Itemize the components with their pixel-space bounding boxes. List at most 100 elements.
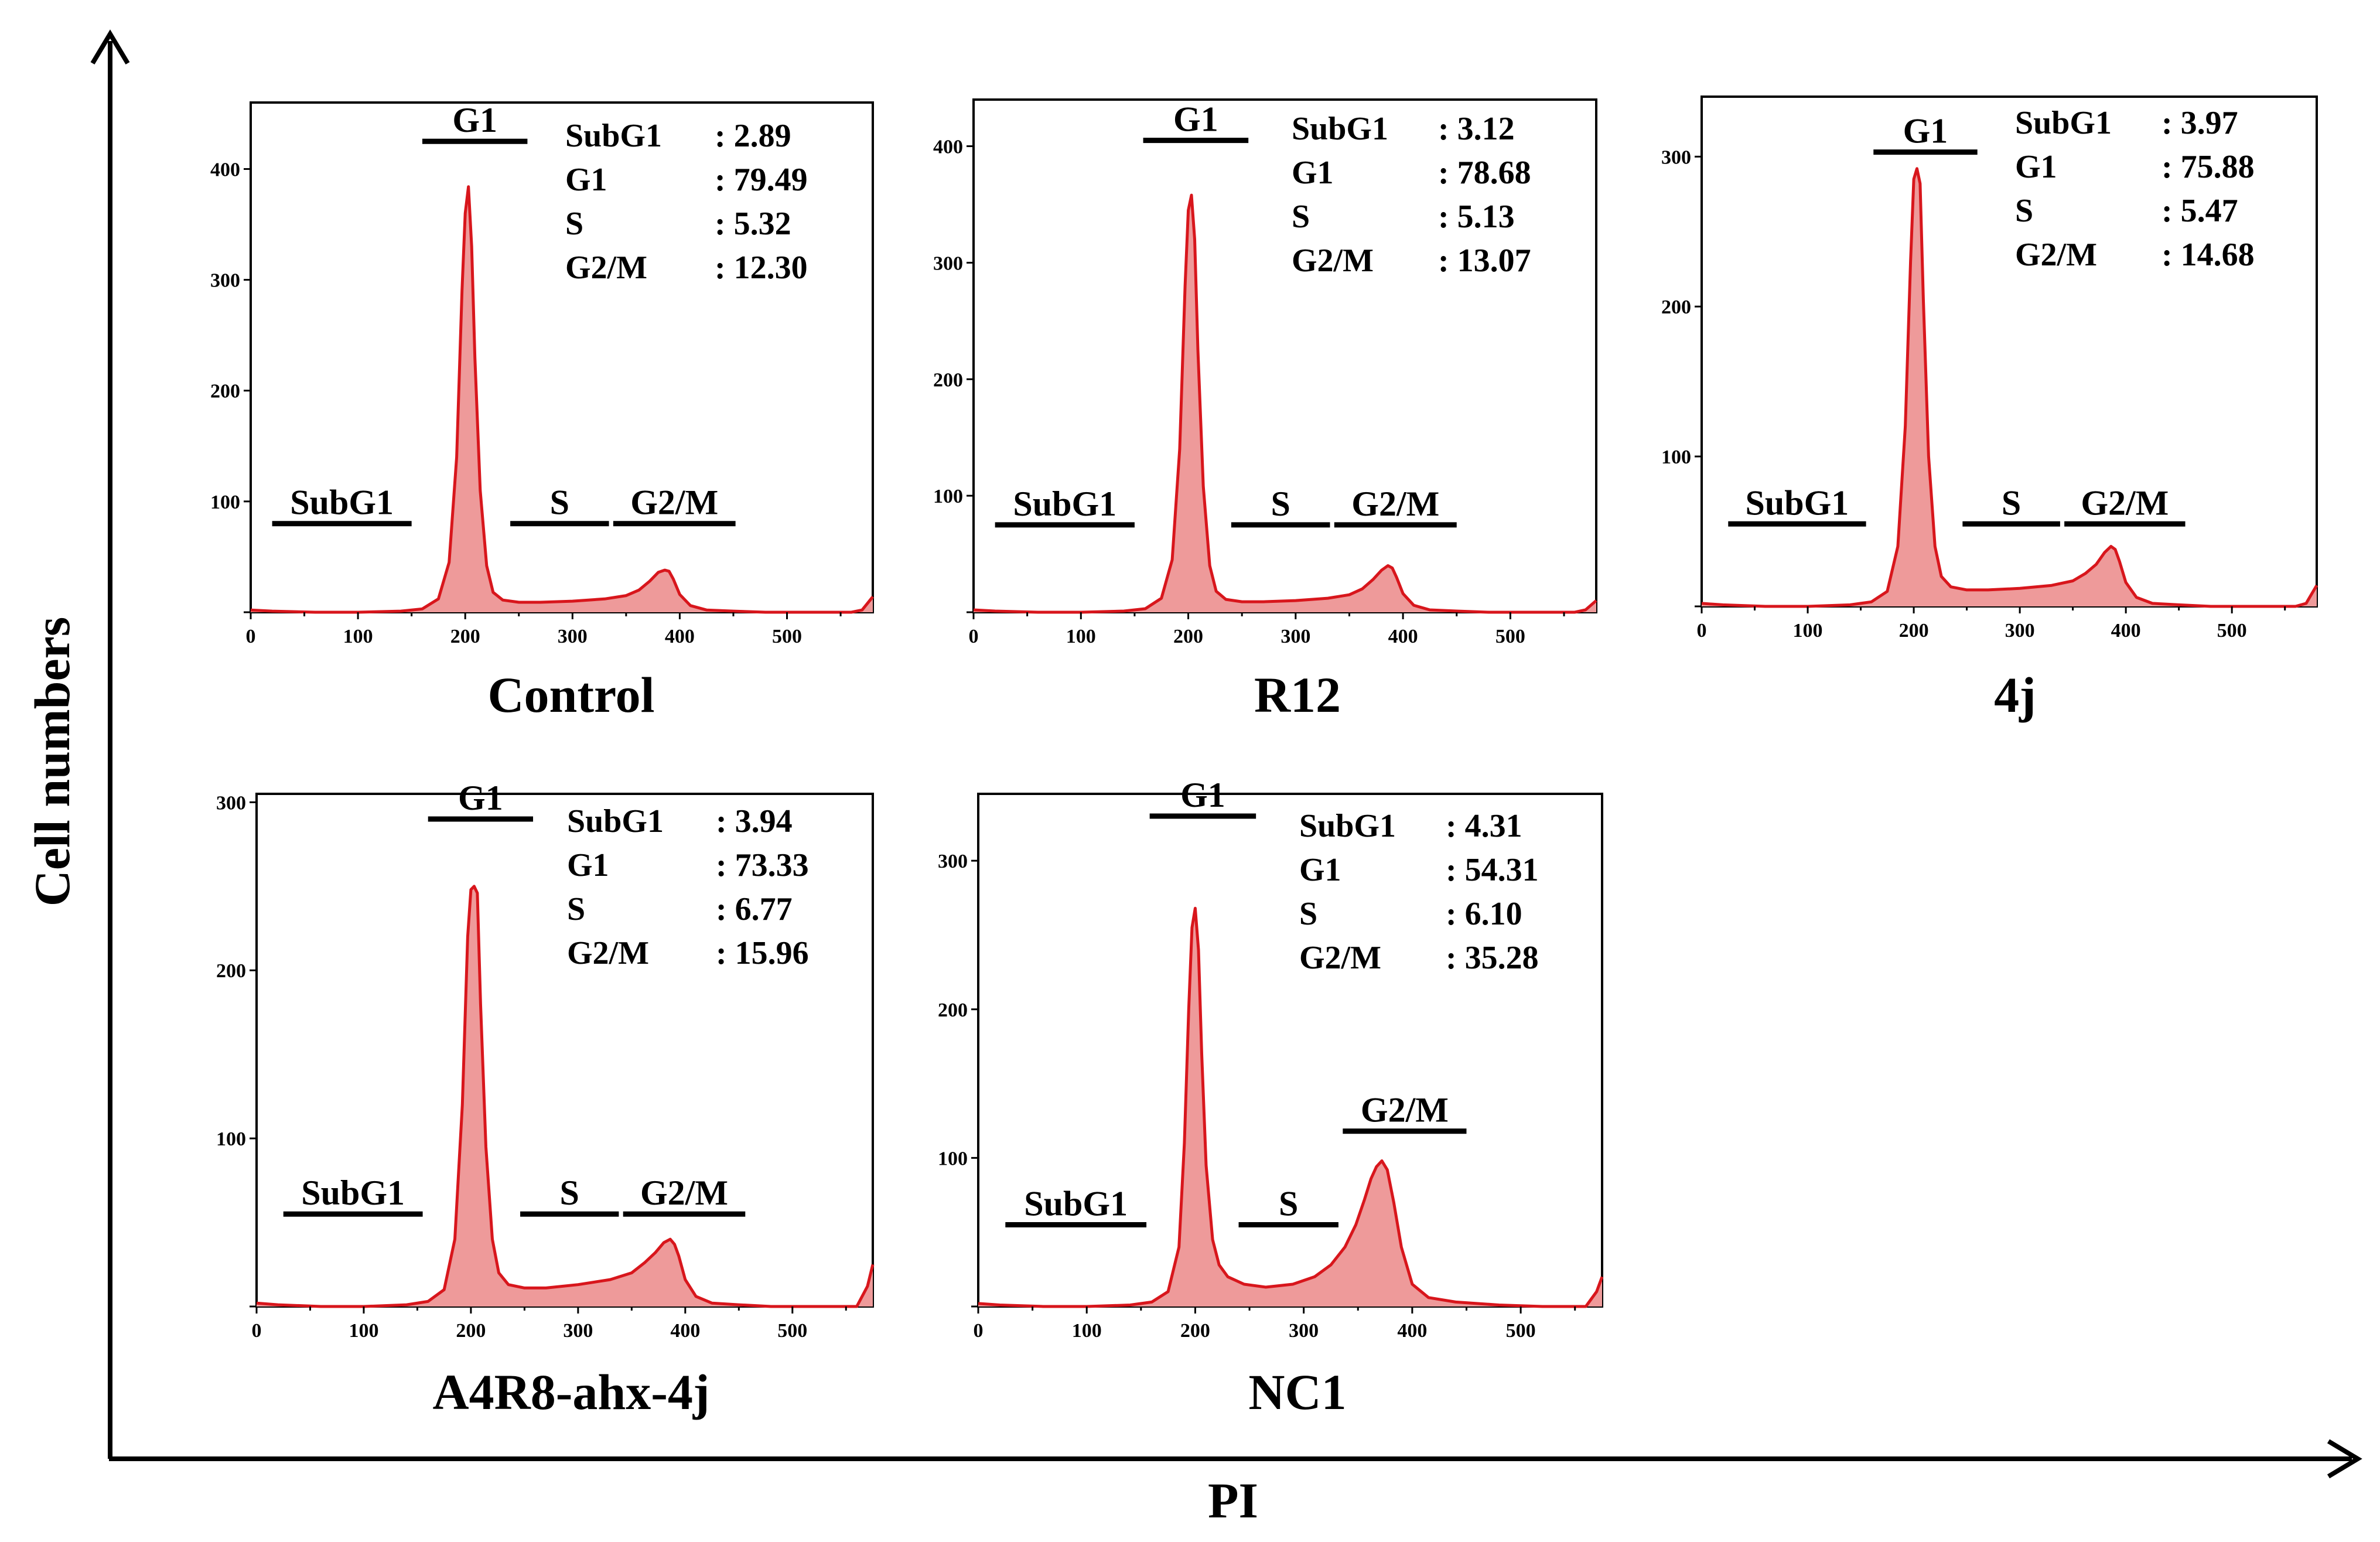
x-tick-label: 100 [1793, 620, 1823, 642]
x-tick-label: 300 [558, 626, 588, 647]
histogram-area [1702, 168, 2317, 606]
stat-value: : 5.13 [1438, 199, 1515, 235]
phase-label: SubG1 [1746, 483, 1849, 522]
y-tick-label: 300 [216, 792, 246, 814]
x-tick-label: 300 [2005, 620, 2035, 642]
x-tick-label: 400 [1388, 626, 1418, 647]
x-tick-label: 100 [349, 1320, 378, 1342]
stat-value: : 3.12 [1438, 111, 1515, 147]
stat-value: : 79.49 [715, 162, 808, 198]
phase-label: SubG1 [290, 483, 394, 522]
panel-title: Control [487, 667, 654, 723]
histogram-panel: 0 100 200 300 400 500 100 200 300 400 SubG1 G1 S G2/M… [933, 98, 1597, 723]
x-tick-label: 500 [777, 1320, 807, 1342]
x-tick-label: 0 [252, 1320, 262, 1342]
stat-value: : 5.32 [715, 206, 791, 242]
x-tick-label: 0 [1697, 620, 1707, 642]
stat-value: : 5.47 [2162, 193, 2238, 229]
y-tick-label: 400 [933, 137, 963, 158]
panel-title: A4R8-ahx-4j [433, 1364, 710, 1420]
stat-label: G1 [567, 847, 609, 883]
phase-label: G1 [1180, 776, 1225, 814]
x-tick-label: 0 [969, 626, 979, 647]
phase-label: S [1279, 1185, 1298, 1223]
x-tick-label: 200 [456, 1320, 486, 1342]
stat-label: G2/M [565, 250, 647, 286]
stat-value: : 3.97 [2162, 105, 2238, 141]
x-tick-label: 300 [563, 1320, 593, 1342]
x-tick-label: 0 [246, 626, 256, 647]
panel-title: 4j [1994, 667, 2036, 723]
y-tick-label: 200 [1661, 296, 1691, 318]
stat-value: : 14.68 [2162, 237, 2255, 273]
stat-value: : 78.68 [1438, 155, 1531, 191]
stat-label: S [1299, 896, 1317, 932]
x-tick-label: 200 [1173, 626, 1203, 647]
stat-label: G1 [565, 162, 607, 198]
x-tick-label: 0 [974, 1320, 984, 1342]
stat-label: SubG1 [2015, 105, 2112, 141]
phase-label: S [1271, 485, 1290, 523]
x-tick-label: 200 [1180, 1320, 1210, 1342]
y-tick-label: 100 [216, 1128, 246, 1150]
y-tick-label: 300 [938, 851, 968, 872]
stat-value: : 73.33 [716, 847, 809, 883]
y-tick-label: 300 [210, 270, 240, 292]
stat-value: : 13.07 [1438, 243, 1531, 279]
stat-label: G1 [2015, 149, 2057, 185]
histogram-panel: 0 100 200 300 400 500 100 200 300 SubG1 G1 S G2/M Sub… [216, 779, 875, 1420]
x-tick-label: 100 [1072, 1320, 1102, 1342]
stat-value: : 6.10 [1446, 896, 1522, 932]
stat-label: SubG1 [1299, 808, 1396, 844]
histogram-line [250, 185, 874, 614]
stat-value: : 3.94 [716, 803, 793, 840]
x-tick-label: 500 [1495, 626, 1525, 647]
histogram-panels: 0 100 200 300 400 500 100 200 300 400 SubG1 G1 S G2/M… [210, 95, 2318, 1420]
stat-label: SubG1 [565, 118, 662, 154]
stat-label: G1 [1292, 155, 1334, 191]
x-axis-arrowhead [2327, 1439, 2362, 1479]
phase-label: G1 [452, 101, 497, 139]
stat-label: SubG1 [1292, 111, 1388, 147]
y-axis-arrowhead [90, 29, 130, 65]
phase-label: SubG1 [1013, 485, 1116, 523]
stat-label: S [567, 891, 585, 927]
stat-value: : 15.96 [716, 935, 809, 971]
phase-label: G2/M [1361, 1091, 1449, 1130]
phase-label: G2/M [2081, 483, 2169, 522]
phase-label: G1 [458, 779, 503, 817]
histogram-panel: 0 100 200 300 400 500 100 200 300 SubG1 G1 S G2/M Sub… [1661, 95, 2318, 723]
histogram-line [978, 906, 1604, 1308]
y-tick-label: 400 [210, 159, 240, 180]
stat-label: G2/M [1292, 243, 1374, 279]
x-tick-label: 100 [1066, 626, 1096, 647]
stat-label: S [1292, 199, 1310, 235]
phase-label: G2/M [640, 1173, 728, 1212]
stat-label: SubG1 [567, 803, 664, 840]
stat-value: : 54.31 [1446, 852, 1539, 888]
stat-label: S [2015, 193, 2033, 229]
x-tick-label: 500 [1506, 1320, 1536, 1342]
phase-label: G2/M [1351, 485, 1439, 523]
phase-label: S [2002, 483, 2021, 522]
stat-value: : 4.31 [1446, 808, 1522, 844]
x-tick-label: 400 [670, 1320, 700, 1342]
phase-label: SubG1 [1024, 1185, 1128, 1223]
main-axes: Cell numbers PI [24, 29, 2362, 1529]
stat-label: G1 [1299, 852, 1341, 888]
x-tick-label: 300 [1281, 626, 1310, 647]
x-tick-label: 400 [1397, 1320, 1427, 1342]
x-tick-label: 500 [2217, 620, 2247, 642]
y-tick-label: 100 [938, 1148, 968, 1169]
phase-label: S [560, 1173, 579, 1212]
stat-label: G2/M [1299, 940, 1381, 976]
x-axis-title: PI [1208, 1472, 1258, 1529]
phase-label: SubG1 [301, 1173, 405, 1212]
stat-label: S [565, 206, 583, 242]
x-tick-label: 200 [1899, 620, 1929, 642]
stat-label: G2/M [2015, 237, 2097, 273]
panel-title: NC1 [1248, 1364, 1346, 1420]
y-tick-label: 200 [210, 381, 240, 402]
phase-label: G1 [1173, 100, 1218, 139]
